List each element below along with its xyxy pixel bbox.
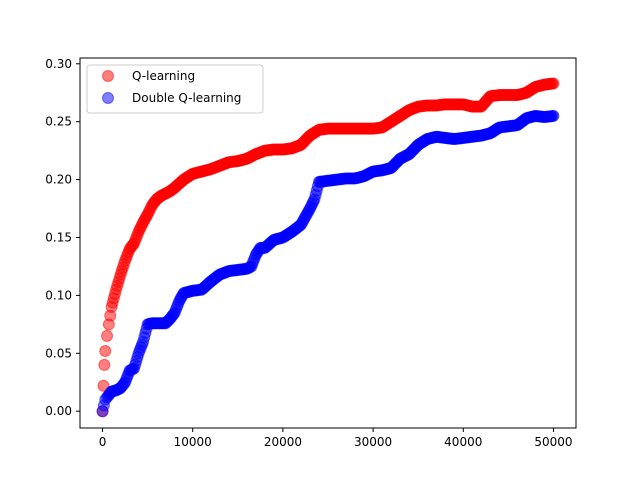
data-point [99,344,112,357]
x-tick-label: 20000 [264,435,302,449]
x-tick-label: 0 [99,435,107,449]
series-double-q-learning [96,109,560,418]
y-tick-label: 0.05 [45,346,72,360]
y-tick-label: 0.25 [45,115,72,129]
data-point [98,358,111,371]
y-tick-label: 0.15 [45,230,72,244]
data-point [97,379,110,392]
x-tick-label: 10000 [174,435,212,449]
y-tick-label: 0.10 [45,288,72,302]
legend-box [86,64,264,114]
legend-marker-double-q-learning [102,92,114,104]
legend-label-double-q-learning: Double Q-learning [132,91,241,105]
y-axis-ticks: 0.00 0.05 0.10 0.15 0.20 0.25 0.30 [45,57,80,418]
y-tick-label: 0.30 [45,57,72,71]
y-tick-label: 0.00 [45,404,72,418]
data-point [101,329,114,342]
legend: Q-learning Double Q-learning [86,64,264,114]
x-tick-label: 40000 [444,435,482,449]
legend-label-q-learning: Q-learning [132,69,195,83]
data-marks [96,77,560,418]
legend-marker-q-learning [102,70,114,82]
data-point [547,77,560,90]
x-tick-label: 30000 [354,435,392,449]
y-tick-label: 0.20 [45,173,72,187]
series-q-learning [96,77,560,418]
plot-frame [79,57,577,429]
x-tick-label: 50000 [534,435,572,449]
data-point [547,109,560,122]
x-axis-ticks: 0 10000 20000 30000 40000 50000 [99,428,573,449]
